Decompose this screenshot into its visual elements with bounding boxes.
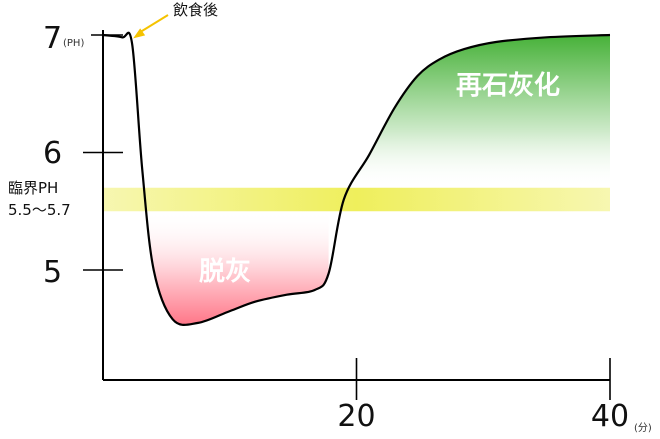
ph-curve-line — [102, 31, 611, 327]
x-unit-label: (分) — [634, 422, 652, 434]
x-tick-label-40: 40 — [591, 399, 629, 434]
annotation-arrow-head — [133, 28, 146, 39]
y-tick-label-6: 6 — [43, 136, 62, 171]
y-unit-label: (PH) — [63, 38, 84, 49]
critical-ph-label: 臨界PH — [8, 179, 58, 197]
critical-ph-range: 5.5〜5.7 — [8, 201, 71, 219]
remineralization-label: 再石灰化 — [456, 71, 560, 101]
y-tick-label-5: 5 — [43, 255, 62, 290]
remineralization-fill — [331, 32, 610, 188]
y-tick-label-7: 7 — [43, 21, 62, 56]
demineralization-label: 脱灰 — [199, 257, 251, 287]
after-eating-annotation: 飲食後 — [173, 1, 218, 19]
x-tick-label-20: 20 — [337, 399, 375, 434]
annotation-arrow-shaft — [137, 14, 169, 35]
critical-ph-band — [103, 187, 610, 212]
